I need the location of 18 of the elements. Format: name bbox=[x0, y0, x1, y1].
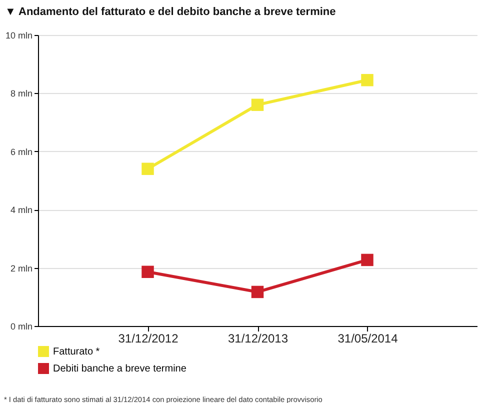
point bbox=[142, 162, 154, 175]
y-tick-label: 6 mln bbox=[10, 146, 32, 157]
y-tick-label: 0 mln bbox=[10, 322, 32, 332]
y-tick-label: 4 mln bbox=[10, 205, 32, 216]
point bbox=[251, 98, 264, 111]
y-tick-label: 8 mln bbox=[10, 88, 32, 99]
x-tick-label: 31/05/2014 bbox=[338, 332, 398, 346]
y-tick-label: 2 mln bbox=[10, 263, 32, 274]
x-tick-label: 31/12/2013 bbox=[228, 332, 288, 346]
point bbox=[361, 74, 374, 86]
point bbox=[142, 266, 154, 278]
x-tick-label: 31/12/2012 bbox=[118, 332, 179, 346]
point bbox=[251, 286, 264, 298]
legend-label: Fatturato * bbox=[53, 346, 100, 358]
y-tick-label: 10 mln bbox=[5, 30, 32, 40]
point bbox=[361, 254, 374, 266]
chart-title: ▼ Andamento del fatturato e del debito banche a breve termine bbox=[4, 6, 336, 18]
legend-label: Debiti banche a breve termine bbox=[53, 364, 187, 374]
